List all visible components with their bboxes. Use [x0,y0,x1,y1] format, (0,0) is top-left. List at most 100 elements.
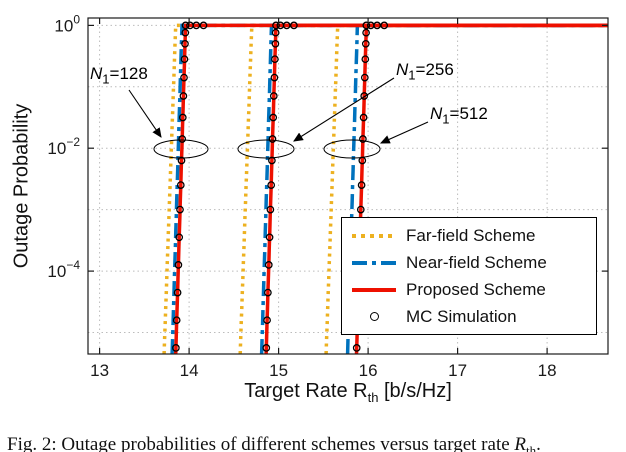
mc-marker [270,73,279,82]
mc-marker [181,28,190,37]
mc-marker [175,233,184,242]
axes-frame-layer: 13 14 15 16 17 18 100 10−2 10−4 [47,12,609,380]
y-tick-label: 10−4 [47,258,80,281]
caption-subscript: th [526,442,537,452]
y-tick-label: 10−2 [47,135,80,158]
caption-symbol: R [514,434,527,452]
annotation-n1-512: N1=512 [430,104,488,126]
mc-marker [361,39,370,48]
mc-marker [172,316,181,325]
caption-period: . [536,434,541,452]
mc-marker [269,113,278,122]
mc-marker [178,113,187,122]
x-tick-label: 14 [180,361,199,380]
mc-marker [271,28,280,37]
annotation-symbol: N [396,60,409,79]
x-axis-label-subscript: th [367,390,379,405]
mc-marker [271,55,279,64]
mc-marker [267,181,276,189]
mc-marker [266,205,275,214]
mc-marker [199,21,208,30]
legend-item-near-field: Near-field Scheme [352,253,586,272]
mc-marker [262,344,271,352]
mc-marker [181,21,190,30]
annotation-arrow [128,89,162,138]
annotation-ellipse [153,139,209,159]
x-axis-label-unit: [b/s/Hz] [378,380,452,402]
mc-marker [172,344,180,352]
mc-marker [361,55,370,64]
mc-marker-swatch [352,312,396,321]
mc-marker [268,135,277,143]
mc-marker [181,39,189,48]
mc-marker [176,205,184,214]
y-axis-label: Outage Probability [10,103,33,269]
mc-marker [362,21,371,30]
mc-marker [264,288,272,297]
legend: Far-field Scheme Near-field Scheme Propo… [341,217,597,335]
far-field-line-swatch [352,233,396,238]
x-tick-label: 17 [448,361,467,380]
annotation-symbol: N [430,104,443,123]
mc-marker [179,92,188,100]
annotation-n1-256: N1=256 [396,60,454,82]
y-tick-label: 100 [54,12,80,35]
mc-marker [269,92,278,100]
mc-marker [352,344,361,352]
near-field-scheme-curve [259,23,608,354]
mc-marker [362,28,370,37]
mc-marker [192,21,201,30]
mc-marker [356,205,365,214]
legend-label: Near-field Scheme [406,253,547,272]
mc-markers-layer [172,21,389,352]
mc-marker [357,181,366,189]
outage-probability-chart: 13 14 15 16 17 18 100 10−2 10−4 [47,12,609,380]
mc-marker [290,21,298,30]
x-tick-label: 16 [359,361,378,380]
x-axis-label: Target Rate Rth [b/s/Hz] [88,380,608,405]
mc-marker [360,92,369,100]
mc-marker [380,21,389,30]
legend-item-far-field: Far-field Scheme [352,226,586,245]
caption-text: Fig. 2: Outage probabilities of differen… [7,434,515,452]
legend-label: MC Simulation [406,307,517,326]
legend-label: Far-field Scheme [406,226,536,245]
annotation-value: =128 [109,64,148,83]
mc-marker [373,21,381,30]
far-field-scheme-curve [324,23,608,354]
proposed-line-swatch [352,287,396,292]
mc-marker [177,156,186,165]
x-axis-label-text: Target Rate [244,380,354,402]
mc-marker [264,261,273,269]
mc-marker [174,261,183,269]
annotation-symbol: N [90,64,103,83]
figure-caption: Fig. 2: Outage probabilities of differen… [7,434,621,452]
annotation-subscript: 1 [102,71,110,87]
mc-marker [268,156,276,165]
mc-marker [282,21,291,30]
x-tick-label: 18 [538,361,557,380]
annotation-ellipse [323,139,381,159]
annotation-n1-128: N1=128 [90,64,148,86]
annotation-value: =256 [415,60,454,79]
mc-marker [263,316,271,325]
x-axis-label-symbol: R [353,380,368,402]
mc-marker [178,135,187,143]
mc-marker [271,39,280,48]
mc-marker [176,181,185,189]
annotation-value: =512 [449,104,488,123]
mc-marker [360,73,369,82]
annotation-subscript: 1 [408,67,416,83]
mc-marker [359,113,368,122]
annotation-subscript: 1 [442,111,450,127]
circle-marker-icon [369,312,379,321]
mc-marker [272,21,280,30]
annotation-arrow [293,77,395,142]
near-field-line-swatch [352,260,396,265]
legend-item-mc-simulation: MC Simulation [352,307,586,326]
far-field-scheme-curve [162,23,608,354]
annotation-arrow [379,121,429,144]
x-tick-label: 13 [90,361,109,380]
mc-marker [359,135,367,143]
